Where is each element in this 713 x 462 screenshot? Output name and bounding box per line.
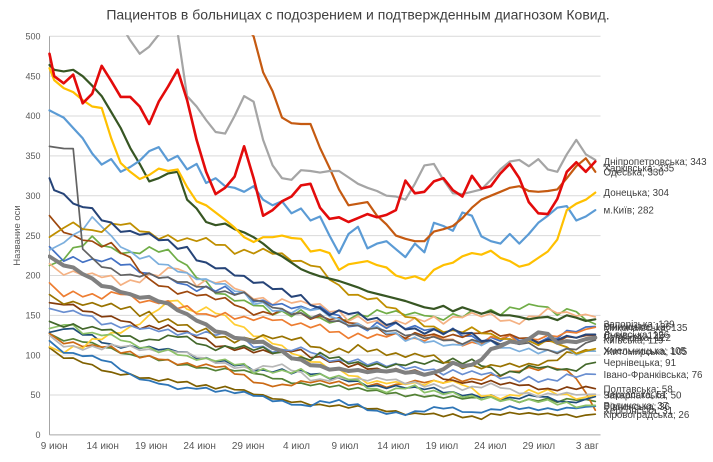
- svg-text:Рівненська; 36: Рівненська; 36: [604, 402, 671, 413]
- svg-text:450: 450: [25, 71, 40, 81]
- svg-text:29 июл: 29 июл: [522, 441, 555, 452]
- svg-text:250: 250: [25, 231, 40, 241]
- svg-text:Херсонська; 31: Херсонська; 31: [604, 406, 674, 417]
- svg-text:300: 300: [25, 191, 40, 201]
- svg-text:Чернівецька; 91: Чернівецька; 91: [604, 358, 677, 369]
- svg-text:14 июл: 14 июл: [377, 441, 410, 452]
- svg-text:0: 0: [35, 430, 40, 440]
- svg-text:Київська; 119: Київська; 119: [604, 336, 664, 347]
- svg-text:19 июл: 19 июл: [426, 441, 459, 452]
- svg-text:50: 50: [30, 390, 40, 400]
- svg-text:Одеська; 330: Одеська; 330: [604, 167, 665, 178]
- svg-text:Дніпропетровська; 343: Дніпропетровська; 343: [604, 157, 708, 168]
- svg-text:29 июн: 29 июн: [232, 441, 265, 452]
- svg-text:3 авг: 3 авг: [576, 441, 599, 452]
- svg-text:150: 150: [25, 311, 40, 321]
- svg-text:Запорізька; 139: Запорізька; 139: [604, 320, 675, 331]
- svg-text:Черкаська; 51: Черкаська; 51: [604, 390, 668, 401]
- svg-text:24 июл: 24 июл: [474, 441, 507, 452]
- svg-text:Луганська; 122: Луганська; 122: [604, 333, 671, 344]
- svg-text:Закарпатська; 50: Закарпатська; 50: [604, 391, 683, 402]
- svg-text:Харківська; 335: Харківська; 335: [604, 163, 675, 174]
- svg-text:Пациентов в больницах с подозр: Пациентов в больницах с подозрением и по…: [106, 7, 609, 23]
- svg-text:Волинська; 37: Волинська; 37: [604, 401, 669, 412]
- svg-text:9 июн: 9 июн: [41, 441, 68, 452]
- svg-text:400: 400: [25, 111, 40, 121]
- svg-text:Житомирська; 105: Житомирська; 105: [604, 347, 688, 358]
- svg-text:19 июн: 19 июн: [135, 441, 168, 452]
- svg-text:Львівська; 126: Львівська; 126: [604, 330, 670, 341]
- svg-text:200: 200: [25, 271, 40, 281]
- svg-text:Миколаївська; 135: Миколаївська; 135: [604, 323, 689, 334]
- svg-text:Донецька; 304: Донецька; 304: [604, 188, 670, 199]
- svg-text:9 июл: 9 июл: [331, 441, 358, 452]
- svg-text:500: 500: [25, 32, 40, 42]
- svg-text:м.Київ; 282: м.Київ; 282: [604, 206, 654, 217]
- svg-text:Кіровоградська; 26: Кіровоградська; 26: [604, 410, 690, 421]
- svg-text:Хмельницька; 105: Хмельницька; 105: [604, 346, 687, 357]
- svg-text:Івано-Франківська; 76: Івано-Франківська; 76: [604, 370, 704, 381]
- svg-text:14 июн: 14 июн: [86, 441, 119, 452]
- svg-text:Сумська; 125: Сумська; 125: [604, 331, 665, 342]
- svg-text:4 июл: 4 июл: [283, 441, 310, 452]
- svg-text:100: 100: [25, 350, 40, 360]
- svg-text:Полтавська; 58: Полтавська; 58: [604, 384, 674, 395]
- svg-text:350: 350: [25, 151, 40, 161]
- svg-text:Вінницька; 136: Вінницька; 136: [604, 322, 672, 333]
- svg-text:Название оси: Название оси: [12, 205, 23, 265]
- svg-text:24 июн: 24 июн: [183, 441, 216, 452]
